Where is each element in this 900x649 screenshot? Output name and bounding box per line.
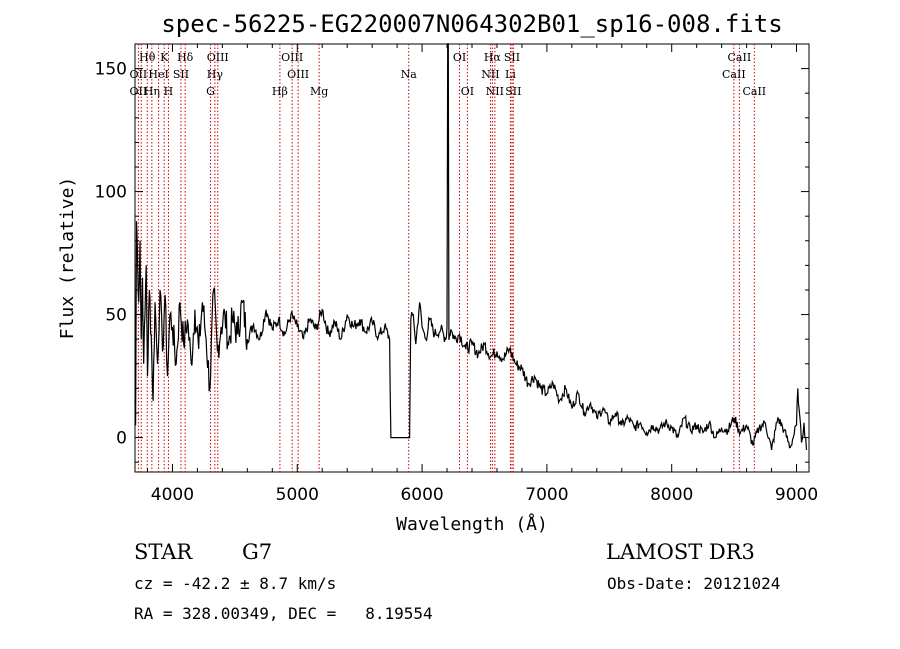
line-label: OII: [130, 68, 148, 81]
x-axis-label: Wavelength (Å): [396, 513, 548, 535]
line-label: Li: [505, 68, 516, 81]
line-label: H: [164, 85, 174, 98]
line-label: CaII: [742, 85, 766, 98]
line-label: Mg: [310, 85, 328, 98]
line-label: OIII: [281, 51, 303, 64]
chart-title: spec-56225-EG220007N064302B01_sp16-008.f…: [161, 10, 782, 38]
line-label: Hβ: [272, 85, 288, 98]
y-tick-label: 0: [116, 429, 127, 449]
plot-frame: [134, 43, 810, 473]
line-label: G: [206, 85, 215, 98]
line-label: NII: [486, 85, 504, 98]
line-label: Hα: [484, 51, 502, 64]
line-label: Na: [401, 68, 418, 81]
y-axis-ticks: 0 50 100 150: [95, 43, 809, 463]
line-label: CaII: [728, 51, 752, 64]
y-tick-label: 50: [105, 306, 127, 326]
object-class: STAR: [134, 540, 193, 564]
y-axis-label: Flux (relative): [57, 177, 78, 340]
line-label: SII: [505, 85, 521, 98]
y-tick-label: 150: [95, 60, 127, 80]
survey-name: LAMOST DR3: [606, 540, 755, 564]
x-axis-ticks: 4000 5000 6000 7000 8000 9000: [146, 44, 818, 505]
x-tick-label: 6000: [400, 485, 443, 505]
line-label: HeI: [148, 68, 168, 81]
x-tick-label: 4000: [151, 485, 194, 505]
line-label: OI: [461, 85, 474, 98]
x-tick-label: 5000: [276, 485, 319, 505]
object-subclass: G7: [242, 540, 273, 564]
line-label: OIII: [207, 51, 229, 64]
line-label: K: [160, 51, 169, 64]
line-label: CaII: [722, 68, 746, 81]
series-flux: [134, 42, 808, 450]
line-label: NII: [481, 68, 499, 81]
x-tick-label: 8000: [650, 485, 693, 505]
y-tick-label: 100: [95, 183, 127, 203]
line-label: Hθ: [139, 51, 156, 64]
spectral-line-markers: [137, 44, 755, 472]
coordinates: RA = 328.00349, DEC = 8.19554: [134, 604, 433, 623]
line-label: Hη: [144, 85, 160, 98]
line-label: OIII: [287, 68, 309, 81]
line-label: OII: [130, 85, 148, 98]
x-tick-label: 7000: [525, 485, 568, 505]
line-label: SII: [504, 51, 520, 64]
line-label: Hγ: [207, 68, 224, 81]
line-label: Hδ: [177, 51, 194, 64]
line-label: SII: [173, 68, 189, 81]
x-tick-label: 9000: [775, 485, 818, 505]
line-label: OI: [453, 51, 466, 64]
obs-date: Obs-Date: 20121024: [607, 574, 781, 593]
redshift-value: cz = -42.2 ± 8.7 km/s: [134, 574, 337, 593]
